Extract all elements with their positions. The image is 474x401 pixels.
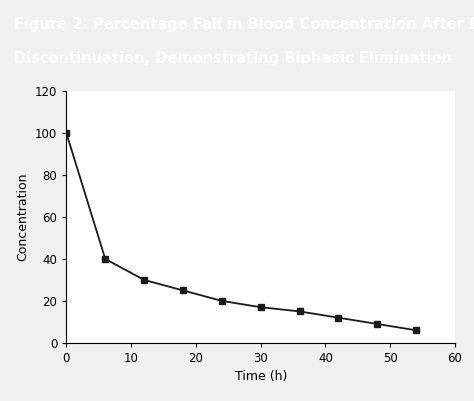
X-axis label: Time (h): Time (h) (235, 371, 287, 383)
Text: Discontinuation, Demonstrating Biphasic Elimination: Discontinuation, Demonstrating Biphasic … (14, 51, 452, 66)
Text: Figure 2. Percentage Fall in Blood Concentration After Drug: Figure 2. Percentage Fall in Blood Conce… (14, 16, 474, 32)
Y-axis label: Concentration: Concentration (17, 173, 29, 261)
